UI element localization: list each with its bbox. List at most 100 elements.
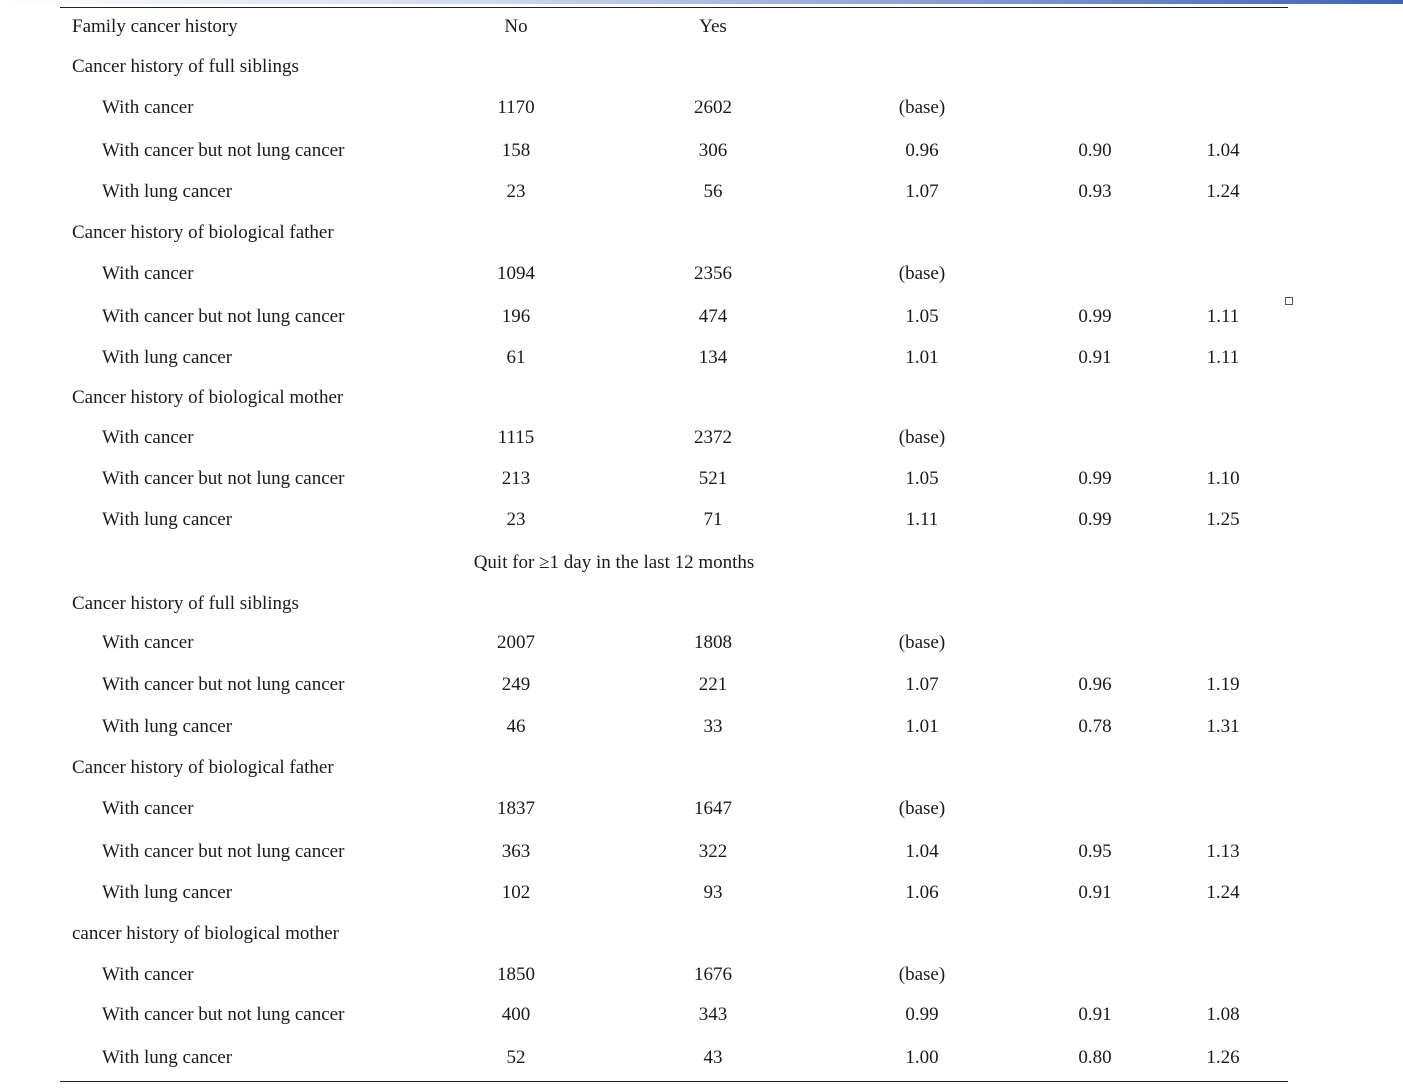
value-ci-lower: 0.99 [1078,509,1112,530]
row-label: With lung cancer [102,181,233,202]
group-title-row: Cancer history of biological mother [0,386,1403,410]
value-ci-upper: 1.31 [1206,716,1240,737]
value-no: 61 [506,347,526,368]
table-row: With cancer 1094 2356 (base) [0,262,1403,286]
header-label: Family cancer history [72,16,238,37]
value-ci-lower: 0.91 [1078,347,1112,368]
value-or: 0.99 [905,1004,939,1025]
value-yes: 1647 [694,798,732,819]
row-label: With cancer [102,964,194,985]
value-ci-upper: 1.24 [1206,181,1240,202]
row-label: With lung cancer [102,509,233,530]
value-no: 52 [506,1047,526,1068]
value-yes: 2372 [694,427,732,448]
group-title-row: Cancer history of full siblings [0,55,1403,79]
table-row: With cancer but not lung cancer 400 343 … [0,1003,1403,1027]
group-title-row: Cancer history of biological father [0,221,1403,245]
value-no: 23 [506,181,526,202]
group-title-row: Cancer history of full siblings [0,592,1403,616]
section-title: Quit for ≥1 day in the last 12 months [473,552,755,573]
top-accent-bar [0,0,1403,4]
value-or: 1.05 [905,306,939,327]
group-title: Cancer history of full siblings [72,593,299,614]
row-label: With cancer but not lung cancer [102,674,345,695]
value-ci-upper: 1.19 [1206,674,1240,695]
group-title: Cancer history of full siblings [72,56,299,77]
value-yes: 2356 [694,263,732,284]
value-ci-lower: 0.96 [1078,674,1112,695]
table-row: With cancer but not lung cancer 213 521 … [0,467,1403,491]
value-ci-lower: 0.91 [1078,1004,1112,1025]
value-yes: 322 [698,841,728,862]
value-yes: 343 [698,1004,728,1025]
table-row: With lung cancer 61 134 1.01 0.91 1.11 [0,346,1403,370]
value-no: 400 [501,1004,531,1025]
value-no: 46 [506,716,526,737]
value-or: (base) [898,97,946,118]
value-ci-upper: 1.24 [1206,882,1240,903]
table-row: With cancer 1115 2372 (base) [0,426,1403,450]
value-or: 0.96 [905,140,939,161]
group-title: Cancer history of biological father [72,757,334,778]
table-row: With cancer 1850 1676 (base) [0,963,1403,987]
row-label: With cancer [102,798,194,819]
value-ci-upper: 1.08 [1206,1004,1240,1025]
value-no: 2007 [497,632,535,653]
value-or: 1.04 [905,841,939,862]
header-no: No [504,16,528,37]
value-no: 1170 [497,97,535,118]
value-ci-upper: 1.11 [1206,347,1240,368]
table-row: With lung cancer 23 56 1.07 0.93 1.24 [0,180,1403,204]
table-row: With cancer but not lung cancer 249 221 … [0,673,1403,697]
value-ci-lower: 0.99 [1078,468,1112,489]
group-title: cancer history of biological mother [72,923,339,944]
value-or: 1.07 [905,181,939,202]
value-no: 196 [501,306,531,327]
value-no: 1094 [497,263,535,284]
value-no: 363 [501,841,531,862]
value-yes: 93 [703,882,723,903]
value-yes: 56 [703,181,723,202]
table-row: With lung cancer 52 43 1.00 0.80 1.26 [0,1046,1403,1070]
row-label: With cancer but not lung cancer [102,841,345,862]
table-row: With cancer 1170 2602 (base) [0,96,1403,120]
value-ci-upper: 1.25 [1206,509,1240,530]
row-label: With cancer [102,97,194,118]
table-top-rule [60,7,1288,8]
value-ci-upper: 1.11 [1206,306,1240,327]
value-ci-upper: 1.13 [1206,841,1240,862]
row-label: With cancer but not lung cancer [102,140,345,161]
value-no: 213 [501,468,531,489]
value-yes: 71 [703,509,723,530]
row-label: With cancer but not lung cancer [102,468,345,489]
value-yes: 221 [698,674,728,695]
table-row: With cancer 1837 1647 (base) [0,797,1403,821]
table-row: With lung cancer 46 33 1.01 0.78 1.31 [0,715,1403,739]
table-row: With cancer but not lung cancer 196 474 … [0,305,1403,329]
value-yes: 1676 [694,964,732,985]
row-label: With cancer [102,427,194,448]
value-or: 1.05 [905,468,939,489]
value-ci-lower: 0.95 [1078,841,1112,862]
section-title-row: Quit for ≥1 day in the last 12 months [0,551,1403,575]
value-yes: 2602 [694,97,732,118]
value-yes: 521 [698,468,728,489]
value-ci-upper: 1.04 [1206,140,1240,161]
value-ci-upper: 1.10 [1206,468,1240,489]
table-row: With lung cancer 23 71 1.11 0.99 1.25 [0,508,1403,532]
value-or: (base) [898,798,946,819]
value-or: 1.01 [905,347,939,368]
table-row: With lung cancer 102 93 1.06 0.91 1.24 [0,881,1403,905]
group-title: Cancer history of biological mother [72,387,344,408]
table-row: With cancer but not lung cancer 363 322 … [0,840,1403,864]
value-no: 1850 [497,964,535,985]
header-yes: Yes [699,16,727,37]
value-yes: 43 [703,1047,723,1068]
group-title-row: Cancer history of biological father [0,756,1403,780]
row-label: With lung cancer [102,716,233,737]
value-no: 1837 [497,798,535,819]
value-ci-lower: 0.78 [1078,716,1112,737]
small-square-marker [1285,297,1293,305]
value-yes: 474 [698,306,728,327]
table-header-row: Family cancer history No Yes [0,15,1403,39]
